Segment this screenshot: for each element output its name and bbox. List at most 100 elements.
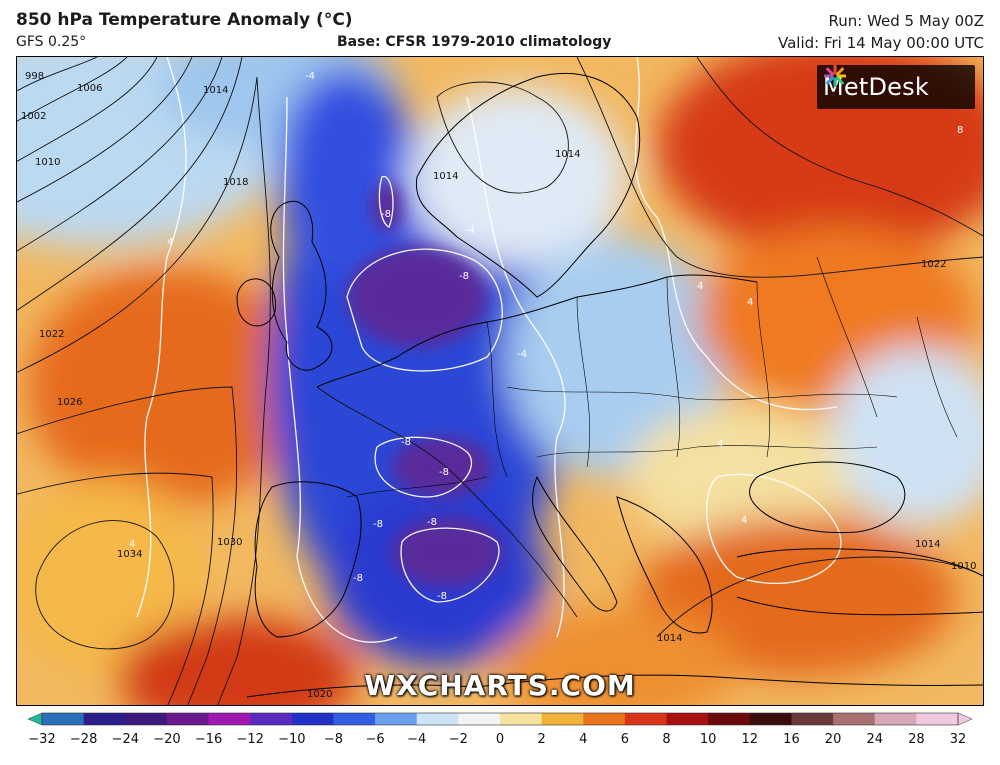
legend-segment <box>666 713 709 725</box>
isobar-1002 <box>17 57 128 122</box>
isobar-label: 1014 <box>203 85 228 96</box>
legend-segment <box>333 713 376 725</box>
core-iberia <box>392 517 502 587</box>
isobar-label: 1010 <box>35 157 60 168</box>
legend-tick-label: 4 <box>579 732 588 747</box>
anomaly-contours <box>136 57 842 643</box>
contour-minus4-east <box>466 96 566 638</box>
isobar-1006 <box>17 57 158 162</box>
isobar-label: 1014 <box>555 149 580 160</box>
coast-scandinavia <box>415 72 641 298</box>
legend-segment <box>416 713 459 725</box>
legend-tick-label: −6 <box>365 732 385 747</box>
field-balkans <box>627 407 847 547</box>
coast-north-africa <box>246 674 983 698</box>
contour-minus8-south <box>400 527 500 603</box>
border-5 <box>506 386 898 401</box>
border-1 <box>486 321 508 478</box>
isobar-low-scandinavia <box>436 81 569 194</box>
isobar-label: 1014 <box>657 633 682 644</box>
legend-segment <box>874 713 917 725</box>
isobar-998 <box>17 57 98 92</box>
legend-tick-label: 32 <box>949 732 967 747</box>
chart-title: 850 hPa Temperature Anomaly (°C) <box>16 10 353 30</box>
legend-segment <box>749 713 792 725</box>
isobar-1014-east <box>576 57 983 278</box>
coast-great-britain <box>270 200 333 371</box>
legend-segment <box>500 713 543 725</box>
map-canvas: 998 1002 1006 1010 1014 1018 1022 1026 1… <box>17 57 983 705</box>
anomaly-label: 4 <box>741 515 747 526</box>
model-label: GFS 0.25° <box>16 34 87 50</box>
legend-segment <box>458 713 501 725</box>
legend-segment <box>83 713 126 725</box>
contour-minus4-west <box>282 96 398 643</box>
anomaly-label: 4 <box>129 539 135 550</box>
legend-segment <box>541 713 584 725</box>
field-cold-north <box>277 67 417 287</box>
anomaly-label: -8 <box>439 467 449 478</box>
isobar-label: 1020 <box>307 689 332 700</box>
anomaly-label: -8 <box>437 591 447 602</box>
run-label: Run: Wed 5 May 00Z <box>828 12 984 30</box>
anomaly-label: -8 <box>401 437 411 448</box>
border-2 <box>576 296 591 468</box>
field-central-europe <box>507 237 727 477</box>
legend-tick-label: 2 <box>537 732 546 747</box>
isobar-label: 1022 <box>39 329 64 340</box>
field-atlantic-warm <box>27 267 307 507</box>
legend-segment <box>708 713 751 725</box>
contour-minus8-northsea <box>378 176 394 228</box>
border-7 <box>346 476 488 498</box>
isobar-label: 1010 <box>951 561 976 572</box>
legend-frame <box>41 712 959 726</box>
base-climatology-label: Base: CFSR 1979-2010 climatology <box>337 34 612 50</box>
anomaly-labels: -8 -8 -8 -8 -8 -8 -8 -4 -4 4 4 4 4 4 4 8… <box>129 71 963 602</box>
legend-end-left <box>28 712 43 726</box>
anomaly-label: -4 <box>465 225 475 236</box>
legend-tick-label: −20 <box>153 732 181 747</box>
border-6 <box>536 445 878 458</box>
contour-minus8-north <box>346 248 503 372</box>
anomaly-map: 998 1002 1006 1010 1014 1018 1022 1026 1… <box>16 56 984 706</box>
isobar-1030 <box>17 472 214 705</box>
isobars <box>17 57 983 705</box>
coast-ireland <box>236 278 277 327</box>
legend-segment <box>42 713 85 725</box>
legend-segments <box>28 712 972 726</box>
isobar-label: 1034 <box>117 549 142 560</box>
anomaly-label: 4 <box>697 281 703 292</box>
contour-zero-east <box>634 57 838 411</box>
legend-segment <box>208 713 251 725</box>
legend-tick-label: −4 <box>407 732 427 747</box>
legend-tick-label: 6 <box>620 732 630 747</box>
field-east-cool <box>827 347 983 527</box>
anomaly-label: -8 <box>353 573 363 584</box>
coast-italy <box>532 475 618 612</box>
legend-tick-label: 16 <box>783 732 800 747</box>
isobar-turkey <box>656 556 983 638</box>
anomaly-label: 8 <box>957 125 963 136</box>
legend-segment <box>833 713 876 725</box>
legend-segment <box>583 713 626 725</box>
legend-tick-label: −10 <box>278 732 306 747</box>
legend-tick-label: 10 <box>699 732 717 747</box>
coastlines <box>236 72 983 698</box>
contour-plus4-balkans <box>705 473 842 585</box>
coast-north-europe <box>316 274 758 388</box>
field-atlantic-south <box>17 477 207 677</box>
isobar-1014 <box>17 57 223 252</box>
isobar-labels: 998 1002 1006 1010 1014 1018 1022 1026 1… <box>21 71 976 700</box>
isobar-1018 <box>17 57 243 311</box>
coast-turkey <box>736 548 983 616</box>
legend-tick-label: −32 <box>28 732 56 747</box>
core-north-sea <box>372 182 402 232</box>
legend-tick-label: −12 <box>236 732 264 747</box>
contour-minus8-central <box>374 436 473 498</box>
logo-mark-icon <box>824 65 846 87</box>
logo-text: MetDesk <box>823 73 929 101</box>
coast-black-sea <box>749 461 906 534</box>
isobar-label: 1018 <box>223 177 248 188</box>
legend-tick-label: −16 <box>194 732 223 747</box>
legend-tick-label: −2 <box>448 732 468 747</box>
